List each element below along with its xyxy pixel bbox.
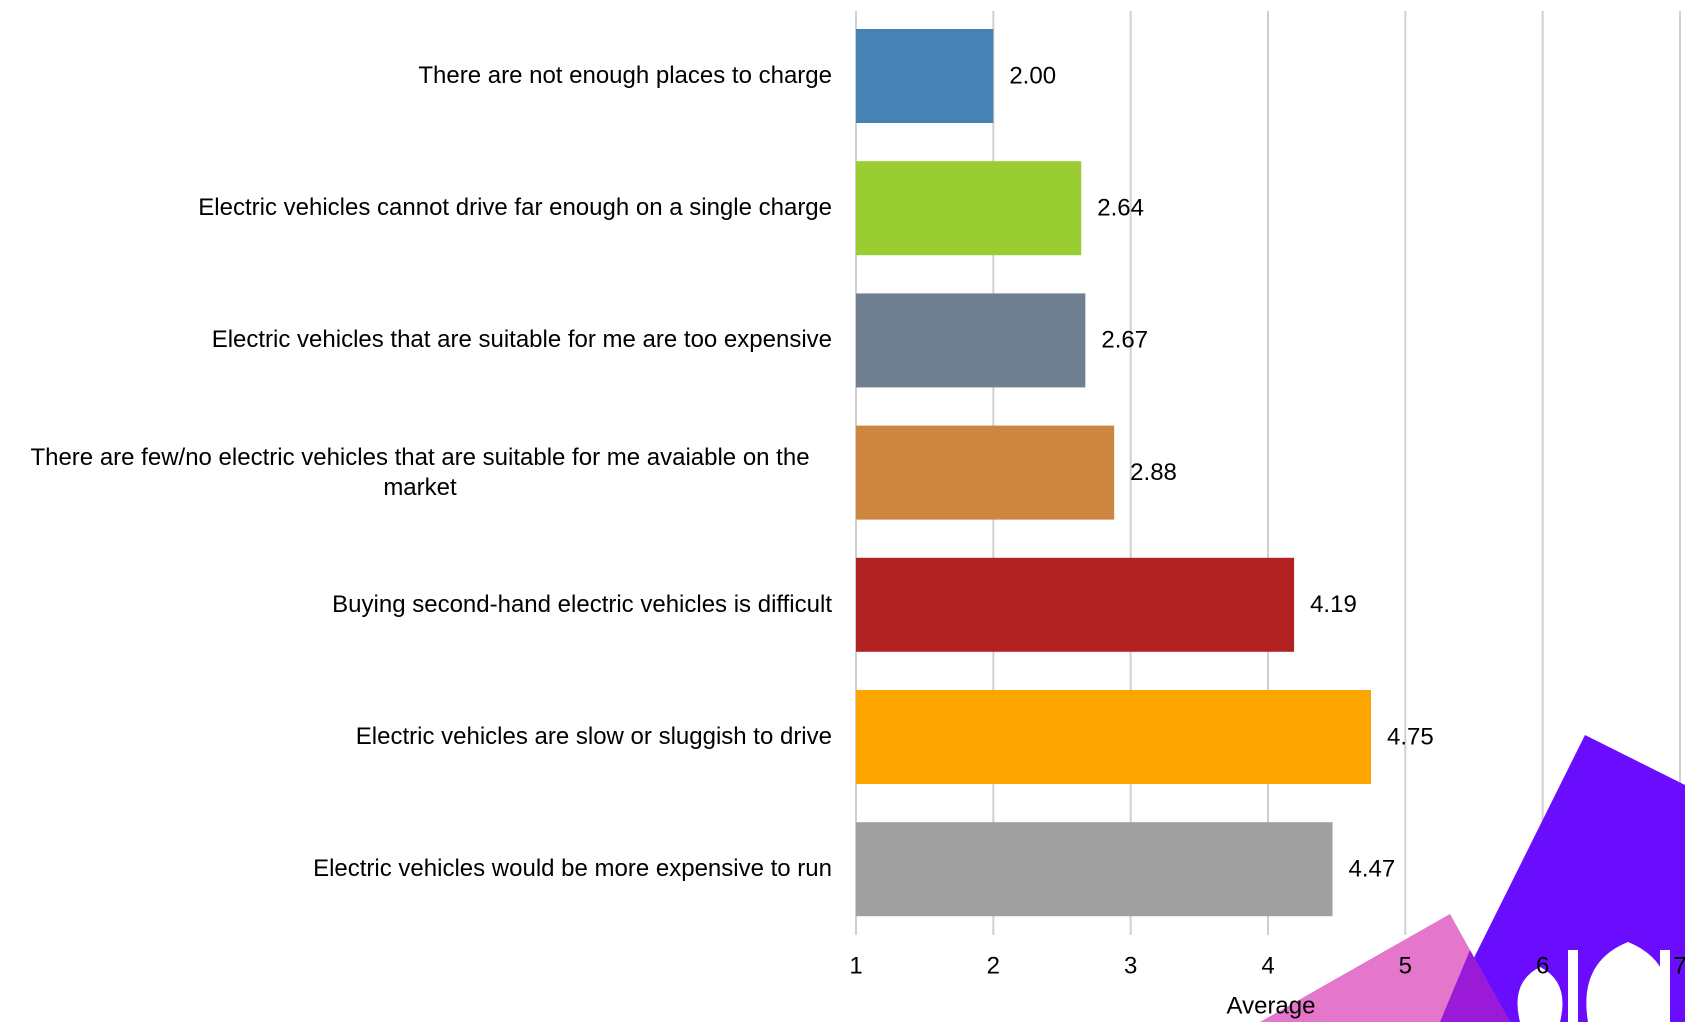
bars [856,29,1371,917]
value-label: 2.00 [1009,62,1056,89]
x-axis-title: Average [1227,992,1316,1019]
category-text: Electric vehicles would be more expensiv… [313,855,832,883]
bar [856,293,1086,388]
category-text: There are few/no electric vehicles that … [30,443,810,501]
decoration [1260,735,1685,1022]
x-tick-label: 6 [1536,952,1549,979]
category-label: Electric vehicles that are suitable for … [8,325,832,355]
value-label: 2.64 [1097,195,1144,222]
value-label: 2.67 [1101,327,1148,354]
category-label: There are not enough places to charge [8,61,832,91]
category-text: Electric vehicles are slow or sluggish t… [355,723,832,750]
x-tick-label: 5 [1399,952,1412,979]
x-tick-label: 7 [1673,952,1685,979]
category-label: Buying second-hand electric vehicles is … [8,590,832,620]
category-text: There are not enough places to charge [418,62,832,89]
category-label: Electric vehicles cannot drive far enoug… [8,193,832,223]
x-tick-label: 3 [1124,952,1137,979]
category-label: Electric vehicles would be more expensiv… [8,854,832,884]
bar [856,161,1082,256]
pavilion-icon [1517,942,1670,1022]
category-text: Electric vehicles cannot drive far enoug… [198,194,832,222]
pink-shape [1260,914,1510,1022]
x-tick-label: 4 [1261,952,1274,979]
bar [856,690,1371,784]
category-label: There are few/no electric vehicles that … [8,443,832,503]
x-tick-label: 2 [987,952,1000,979]
bar [856,29,994,123]
x-tick-label: 1 [849,952,862,979]
category-text: Buying second-hand electric vehicles is … [332,590,832,618]
labels: 1 2 3 4 5 6 7 2.00 2.64 2.67 2.88 4.19 4.75 4.47 [849,62,1685,979]
bar [856,425,1115,520]
bar [856,822,1333,917]
value-label: 2.88 [1130,459,1177,486]
bar [856,557,1295,652]
category-text: Electric vehicles that are suitable for … [211,326,832,354]
overlap-shape [1440,950,1510,1022]
category-label: Electric vehicles are slow or sluggish t… [8,722,832,752]
value-label: 4.47 [1349,856,1396,883]
value-label: 4.19 [1310,591,1357,618]
value-label: 4.75 [1387,723,1434,750]
